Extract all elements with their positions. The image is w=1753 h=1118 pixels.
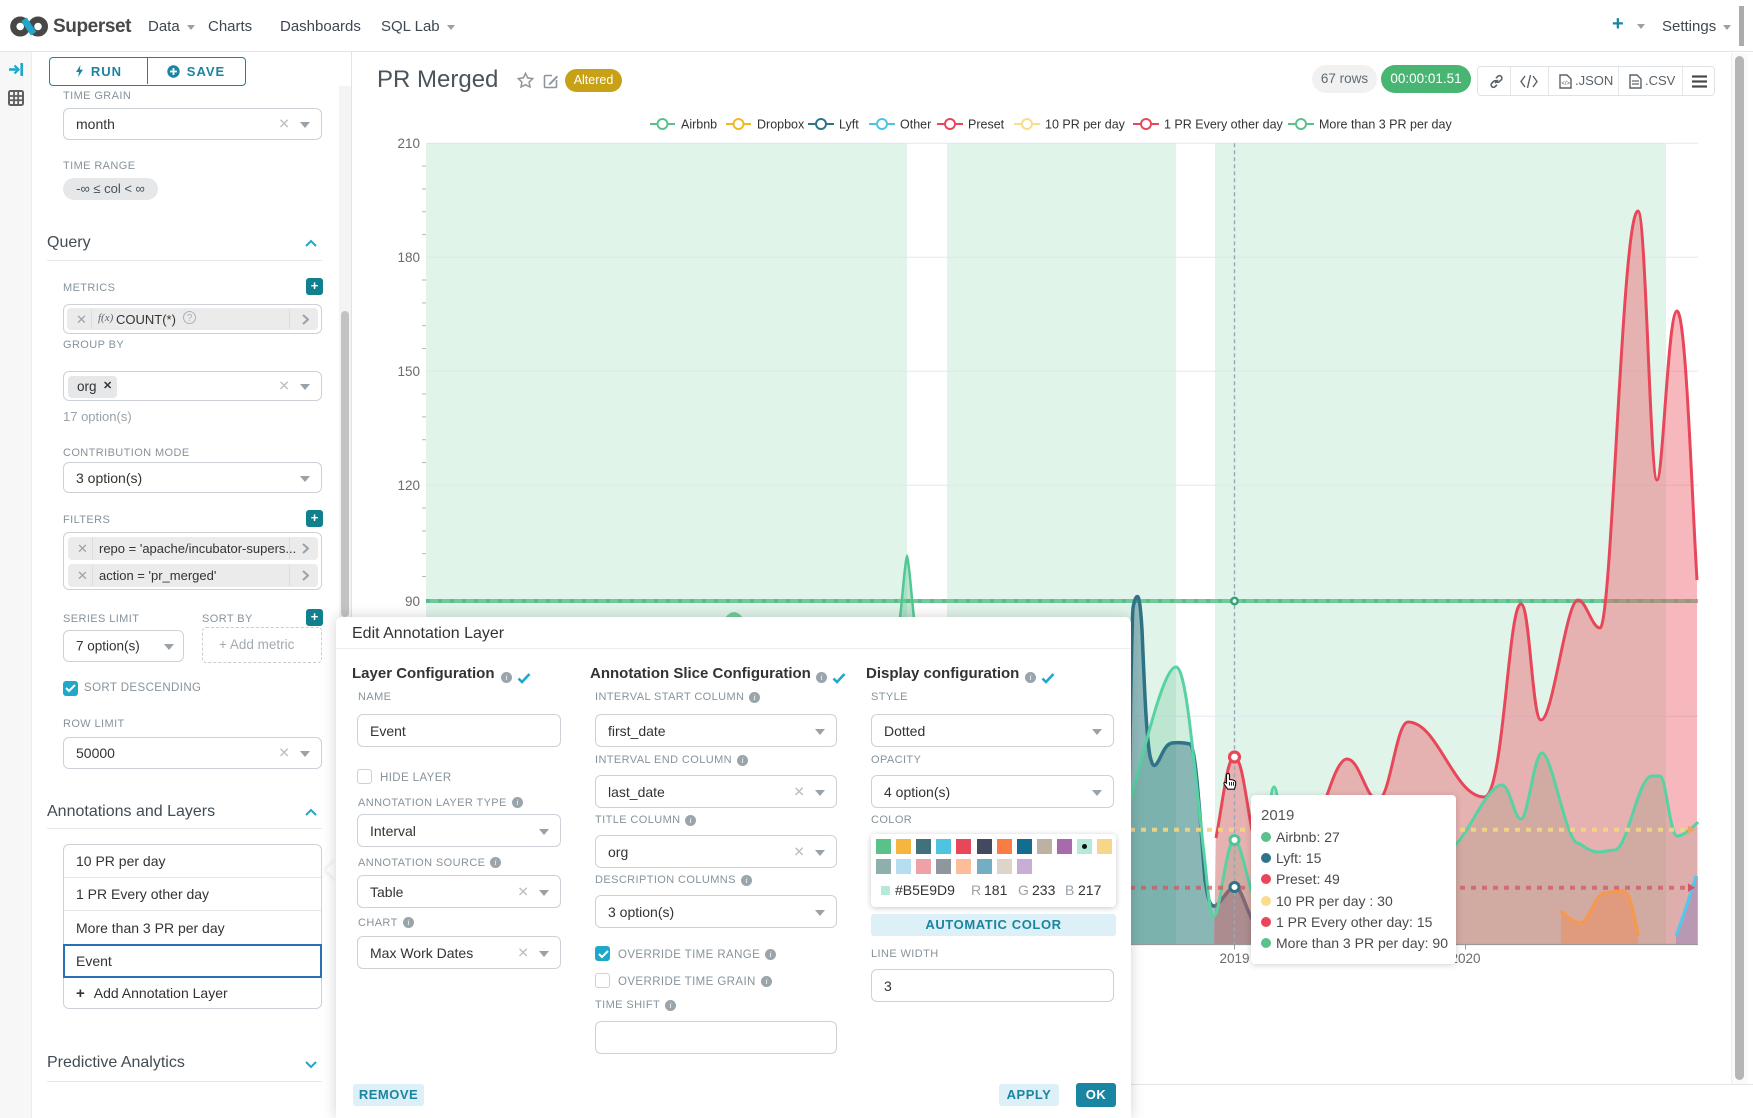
svg-text:Lyft: Lyft xyxy=(839,118,859,132)
svg-text:</>: </> xyxy=(1561,81,1570,87)
svg-text:Dropbox: Dropbox xyxy=(757,118,805,132)
svg-text:210: 210 xyxy=(397,136,420,151)
svg-text:Other: Other xyxy=(900,118,931,132)
svg-text:2019: 2019 xyxy=(1219,951,1249,966)
svg-text:2020: 2020 xyxy=(1450,951,1480,966)
svg-text:10 PR per day: 10 PR per day xyxy=(1045,118,1126,132)
svg-text:150: 150 xyxy=(397,364,420,379)
svg-text:180: 180 xyxy=(397,250,420,265)
svg-text:Airbnb: Airbnb xyxy=(681,118,717,132)
svg-text:Preset: Preset xyxy=(968,118,1005,132)
svg-text:1 PR Every other day: 1 PR Every other day xyxy=(1164,118,1284,132)
svg-text:90: 90 xyxy=(405,594,420,609)
svg-text:120: 120 xyxy=(397,478,420,493)
svg-text:More than 3 PR per day: More than 3 PR per day xyxy=(1319,118,1452,132)
